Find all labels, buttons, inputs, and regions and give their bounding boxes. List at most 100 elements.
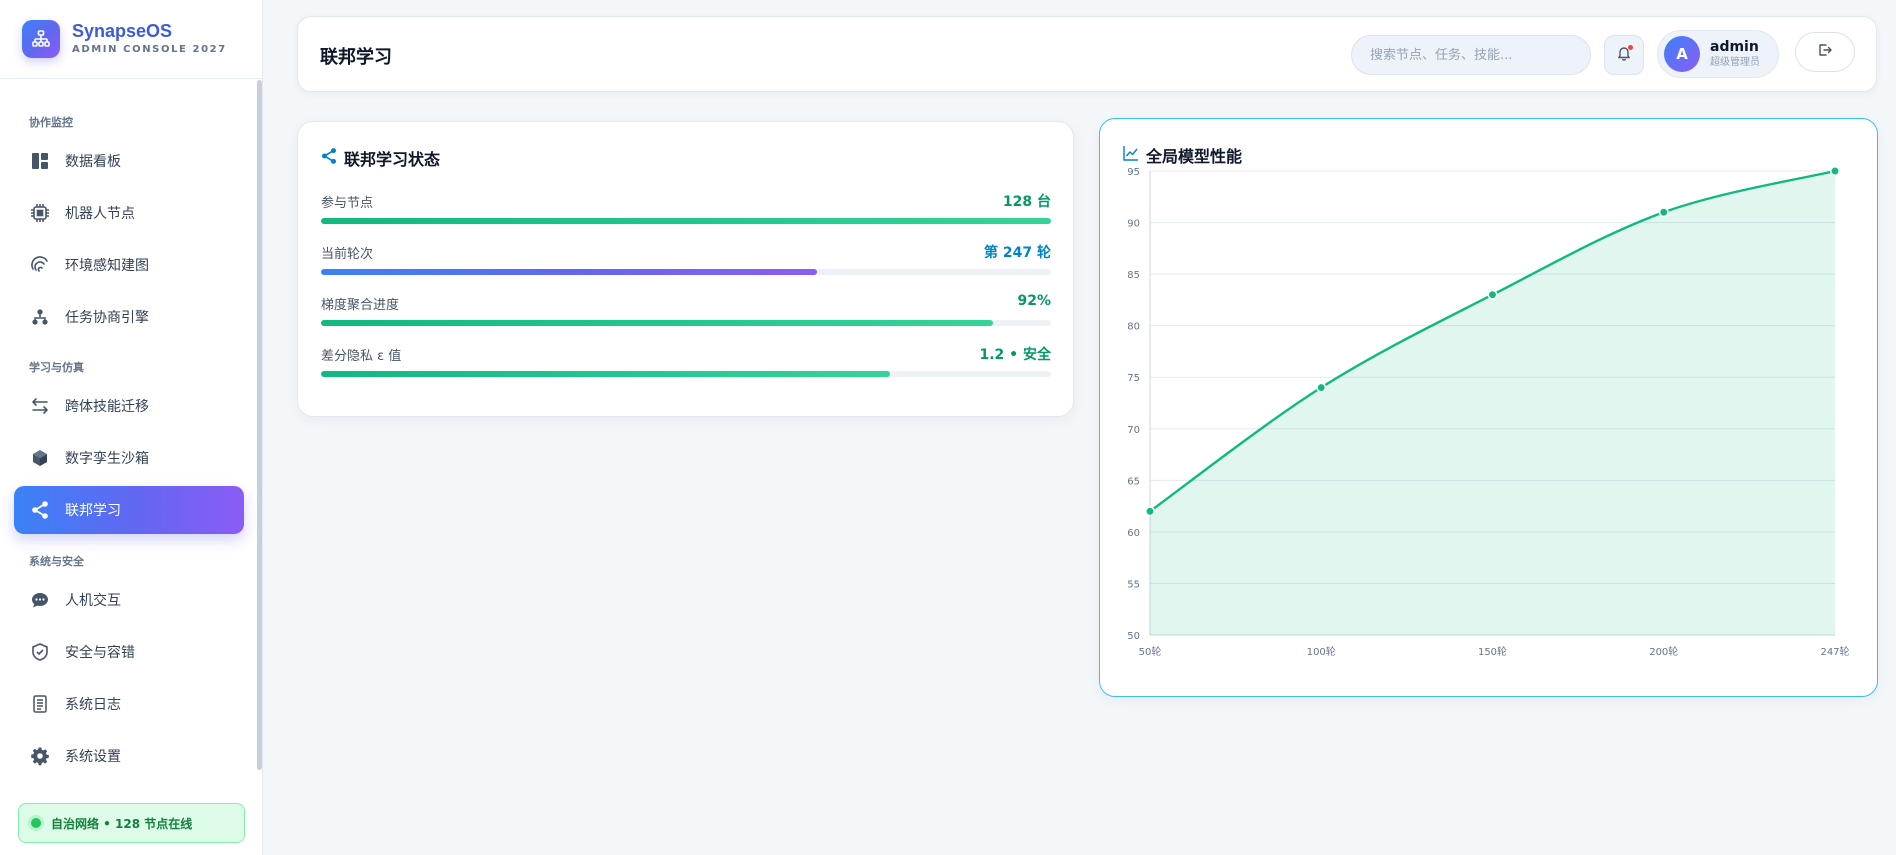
sidebar-item-federated-learning[interactable]: 联邦学习: [14, 486, 244, 534]
nav-section-title: 系统与安全: [29, 555, 84, 568]
shield-icon: [29, 641, 51, 663]
y-tick-label: 95: [1127, 167, 1140, 178]
data-point: [1830, 166, 1840, 176]
sidebar-item-logs[interactable]: 系统日志: [14, 680, 244, 728]
top-header: 联邦学习 A admin 超级管理员: [297, 16, 1877, 92]
metric-value: 1.2 • 安全: [979, 347, 1052, 363]
user-role: 超级管理员: [1710, 57, 1760, 68]
federated-status-card: 联邦学习状态 参与节点 128 台 当前轮次 第 247 轮 梯度聚合进度 92…: [297, 121, 1074, 417]
sidebar-item-label: 安全与容错: [65, 645, 135, 661]
sidebar-item-label: 跨体技能迁移: [65, 399, 149, 415]
network-status-badge: 自治网络 • 128 节点在线: [18, 803, 245, 843]
sidebar-item-label: 环境感知建图: [65, 258, 149, 274]
metric-label: 参与节点: [321, 196, 374, 211]
y-tick-label: 90: [1127, 219, 1140, 230]
sidebar-item-hci[interactable]: 人机交互: [14, 576, 244, 624]
sidebar-item-label: 人机交互: [65, 593, 121, 609]
data-point: [1658, 207, 1669, 218]
progress-track: [321, 320, 1051, 326]
hierarchy-icon: [29, 306, 51, 328]
page-title: 联邦学习: [320, 47, 392, 68]
progress-track: [321, 269, 1051, 275]
radar-icon: [29, 254, 51, 276]
logout-icon: [1817, 42, 1833, 62]
cube-icon: [29, 447, 51, 469]
x-tick-label: 247轮: [1820, 645, 1849, 658]
sidebar-item-label: 数据看板: [65, 154, 121, 170]
logout-button[interactable]: [1795, 32, 1855, 72]
sidebar-item-label: 机器人节点: [65, 206, 135, 222]
user-name: admin: [1710, 39, 1759, 55]
sidebar-item-settings[interactable]: 系统设置: [14, 732, 244, 780]
share-icon: [29, 499, 51, 521]
search-input[interactable]: [1351, 35, 1591, 75]
metric-value: 128 台: [1002, 194, 1051, 210]
sidebar-item-mapping[interactable]: 环境感知建图: [14, 241, 244, 289]
y-tick-label: 80: [1127, 322, 1140, 333]
brand-subtitle: ADMIN CONSOLE 2027: [72, 44, 227, 55]
data-point: [1145, 506, 1155, 517]
metric-value: 第 247 轮: [984, 245, 1051, 261]
notifications-button[interactable]: [1604, 35, 1644, 75]
card-header: 联邦学习状态: [320, 146, 440, 170]
data-point: [1316, 382, 1327, 393]
card-title: 联邦学习状态: [344, 150, 441, 169]
nav-section-title: 协作监控: [29, 116, 73, 129]
user-menu[interactable]: A admin 超级管理员: [1657, 30, 1779, 78]
x-tick-label: 200轮: [1649, 645, 1678, 658]
sidebar-item-task-engine[interactable]: 任务协商引擎: [14, 293, 244, 341]
sidebar-item-safety[interactable]: 安全与容错: [14, 628, 244, 676]
progress-fill: [321, 269, 818, 275]
y-tick-label: 55: [1127, 579, 1140, 590]
brand[interactable]: SynapseOS ADMIN CONSOLE 2027: [0, 0, 262, 79]
y-tick-label: 65: [1127, 476, 1140, 487]
y-tick-label: 70: [1127, 425, 1140, 436]
sidebar-item-label: 系统设置: [65, 749, 121, 765]
chat-icon: [29, 589, 51, 611]
notification-dot: [1628, 45, 1633, 50]
series-area: [1150, 171, 1835, 635]
status-dot: [31, 818, 41, 828]
sidebar-item-skill-transfer[interactable]: 跨体技能迁移: [14, 382, 244, 430]
line-chart-icon: [1122, 144, 1140, 166]
card-title: 全局模型性能: [1146, 147, 1243, 166]
y-tick-label: 75: [1127, 373, 1140, 384]
nav-section-title: 学习与仿真: [29, 361, 84, 374]
sidebar-item-twin-sandbox[interactable]: 数字孪生沙箱: [14, 434, 244, 482]
log-icon: [29, 693, 51, 715]
metric-label: 梯度聚合进度: [321, 298, 400, 313]
sidebar-item-label: 系统日志: [65, 697, 121, 713]
y-tick-label: 60: [1127, 528, 1140, 539]
y-tick-label: 50: [1127, 631, 1140, 642]
metric-value: 92%: [1017, 293, 1051, 309]
dashboard-icon: [29, 150, 51, 172]
metric-label: 当前轮次: [321, 247, 374, 262]
card-header: 全局模型性能: [1122, 143, 1242, 167]
y-tick-label: 85: [1127, 270, 1140, 281]
share-icon: [320, 147, 338, 169]
progress-fill: [321, 320, 993, 326]
sidebar-item-label: 联邦学习: [65, 503, 121, 519]
progress-track: [321, 371, 1051, 377]
network-status-text: 自治网络 • 128 节点在线: [51, 816, 193, 831]
x-tick-label: 150轮: [1478, 645, 1507, 658]
chip-icon: [29, 202, 51, 224]
brand-logo-icon: [22, 20, 60, 58]
progress-fill: [321, 218, 1051, 224]
sidebar-item-label: 任务协商引擎: [65, 310, 149, 326]
metric-label: 差分隐私 ε 值: [321, 349, 402, 364]
sidebar-item-label: 数字孪生沙箱: [65, 451, 149, 467]
sidebar-item-dashboard[interactable]: 数据看板: [14, 137, 244, 185]
performance-chart: 50 55 60 65 70 75 80 85 90 95 50轮 100轮 150轮 200轮 247轮: [1127, 166, 1850, 658]
bell-icon: [1616, 45, 1632, 65]
progress-fill: [321, 371, 891, 377]
sidebar: SynapseOS ADMIN CONSOLE 2027 协作监控 数据看板 机…: [0, 0, 263, 855]
x-tick-label: 100轮: [1307, 645, 1336, 658]
x-tick-label: 50轮: [1139, 645, 1162, 658]
model-performance-card: 全局模型性能 50 55 60 65 70 75 80 85 90 95 50轮 100轮 150轮 20…: [1099, 118, 1878, 697]
gear-icon: [29, 745, 51, 767]
sidebar-scrollbar[interactable]: [257, 80, 262, 770]
avatar: A: [1664, 36, 1700, 72]
data-point: [1487, 289, 1498, 300]
sidebar-item-robot-nodes[interactable]: 机器人节点: [14, 189, 244, 237]
